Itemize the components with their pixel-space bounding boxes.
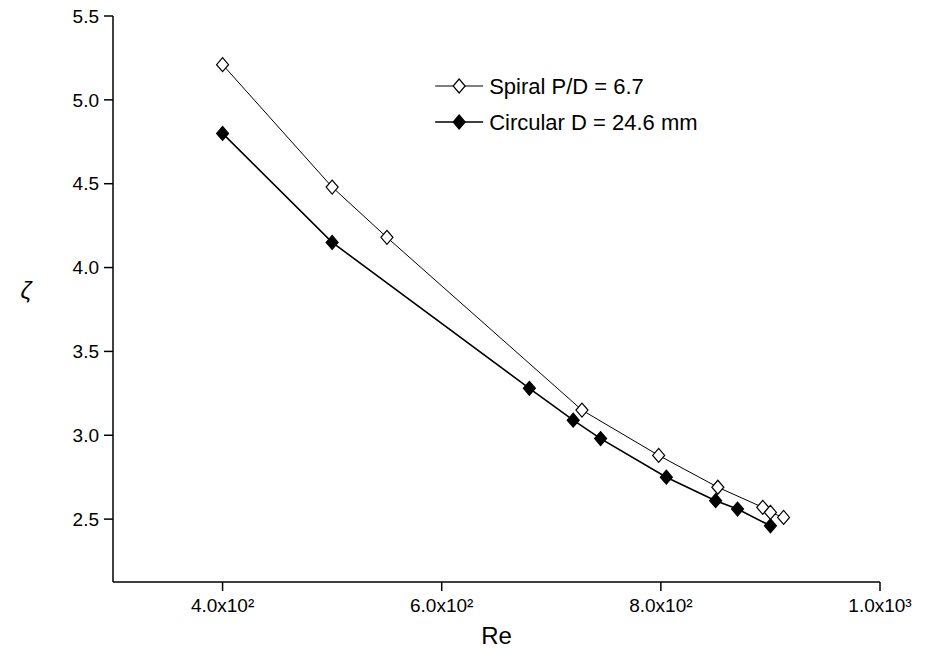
data-point (778, 510, 790, 524)
x-tick-label: 4.0x10² (191, 595, 254, 616)
x-tick (441, 582, 443, 591)
y-tick-label: 3.0 (73, 425, 99, 446)
x-tick (879, 582, 881, 591)
y-tick-label: 3.5 (73, 341, 99, 362)
y-axis-title: ζ (20, 277, 33, 304)
data-point (381, 230, 393, 244)
x-axis (113, 581, 880, 583)
x-tick (222, 582, 224, 591)
data-point (732, 502, 744, 516)
legend-marker (453, 79, 465, 93)
series-line (223, 65, 784, 518)
x-tick (660, 582, 662, 591)
data-point (217, 126, 229, 140)
data-point (217, 58, 229, 72)
data-point (326, 180, 338, 194)
x-axis-title: Re (481, 622, 512, 649)
y-tick (104, 99, 113, 101)
data-point (653, 448, 665, 462)
data-point (567, 413, 579, 427)
y-tick (104, 435, 113, 437)
data-point (523, 381, 535, 395)
legend-label: Spiral P/D = 6.7 (489, 74, 644, 99)
y-tick (104, 518, 113, 520)
y-tick (104, 15, 113, 17)
data-point (595, 432, 607, 446)
data-point (326, 235, 338, 249)
y-tick (104, 351, 113, 353)
y-tick (104, 183, 113, 185)
data-point (710, 494, 722, 508)
y-tick-label: 4.5 (73, 173, 99, 194)
legend-label: Circular D = 24.6 mm (489, 110, 697, 135)
data-point (764, 519, 776, 533)
x-tick-label: 8.0x10² (629, 595, 692, 616)
y-axis (112, 16, 114, 582)
y-tick-label: 2.5 (73, 509, 99, 530)
legend-marker (453, 115, 465, 129)
legend: Spiral P/D = 6.7 Circular D = 24.6 mm (435, 74, 697, 135)
plot-area (217, 58, 790, 533)
y-tick-label: 5.0 (73, 90, 99, 111)
data-point (576, 403, 588, 417)
x-tick-label: 1.0x10³ (848, 595, 911, 616)
x-tick-label: 6.0x10² (410, 595, 473, 616)
y-tick-label: 4.0 (73, 257, 99, 278)
chart: 2.5 3.0 3.5 4.0 4.5 5.0 5.5 4.0x10² 6.0x10² 8.0x1… (0, 0, 948, 651)
y-tick (104, 267, 113, 269)
data-point (764, 505, 776, 519)
data-point (660, 470, 672, 484)
series-line (223, 133, 771, 525)
data-point (712, 480, 724, 494)
y-tick-label: 5.5 (73, 6, 99, 27)
